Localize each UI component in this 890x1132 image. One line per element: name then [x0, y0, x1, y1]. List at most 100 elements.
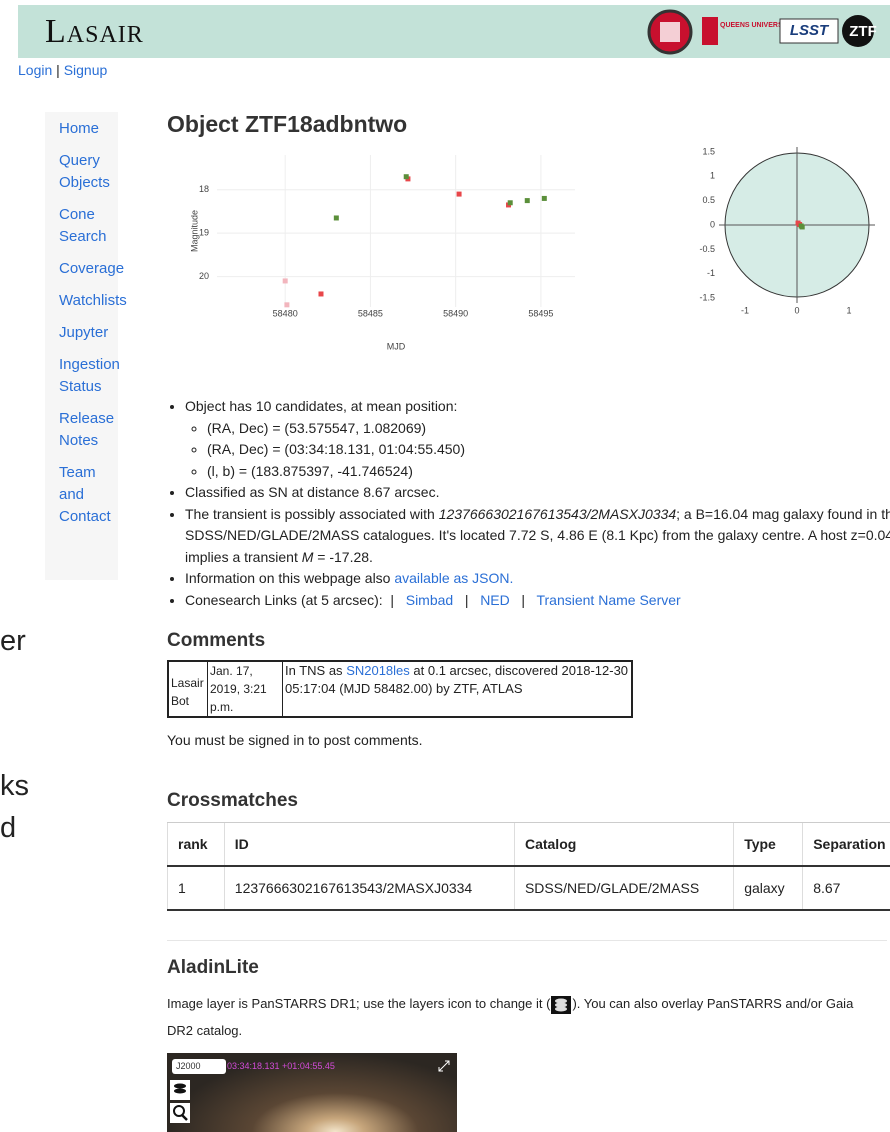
text: Conesearch Links (at 5 arcsec):	[185, 591, 383, 608]
separator: |	[521, 591, 526, 608]
y-tick-label: -1	[707, 268, 715, 278]
fullscreen[interactable]	[437, 1059, 451, 1073]
logo[interactable]: Lasair	[45, 13, 144, 50]
column-header: rank	[167, 822, 225, 867]
nav-link[interactable]: Query Objects	[59, 152, 110, 191]
aladin-tools	[170, 1080, 190, 1123]
column-header: Type	[733, 822, 803, 867]
x-tick-label: 58485	[358, 308, 383, 318]
login[interactable]: Login	[18, 62, 53, 78]
info-item: Information on this webpage also availab…	[185, 568, 890, 590]
nav-link[interactable]: Release Notes	[59, 410, 115, 449]
x-tick-label: 58490	[443, 308, 468, 318]
info-item: Conesearch Links (at 5 arcsec): | Simbad…	[185, 590, 890, 612]
crest	[660, 22, 680, 42]
object-title: Object ZTF18adbntwo	[167, 111, 408, 137]
comment-note: You must be signed in to post comments.	[167, 732, 423, 748]
y-tick-label: 0.5	[702, 195, 715, 205]
x-tick-label: 58480	[273, 308, 298, 318]
text: Information on this webpage also	[185, 570, 395, 586]
header-row: rank ID Catalog Type Separation	[167, 822, 890, 867]
signup[interactable]: Signup	[63, 62, 108, 78]
y-tick-label: 0	[710, 219, 715, 229]
fragment: ks	[0, 770, 29, 802]
nav-link[interactable]: Jupyter	[59, 324, 109, 341]
y-tick-label: -1.5	[699, 293, 715, 303]
crossmatch-table: rank ID Catalog Type Separation 1 123766630216…	[167, 822, 890, 911]
column-header: ID	[223, 822, 515, 867]
point	[282, 278, 288, 284]
separator: |	[56, 62, 60, 78]
lsst-logo: LSST	[790, 22, 830, 39]
y-tick-label: 20	[199, 271, 209, 281]
info-item: The transient is possibly associated wit…	[185, 504, 890, 569]
header: Lasair QUEENS UNIVERSITY BELFAST LSST ZT…	[18, 5, 890, 58]
cone-link[interactable]: Transient Name Server	[536, 591, 681, 608]
plots: 58480 58485 58490 58495 18 19 20 MJD Magnitude -1…	[189, 146, 875, 351]
point	[524, 198, 530, 204]
divider	[167, 940, 887, 941]
column-header: Catalog	[513, 822, 734, 867]
y-tick-label: 1	[710, 171, 715, 181]
point	[403, 174, 409, 180]
layers-icon	[551, 995, 572, 1014]
partner-logos: QUEENS UNIVERSITY BELFAST LSST ZTF	[647, 9, 877, 55]
point	[799, 224, 805, 230]
comment: In TNS as SN2018les at 0.1 arcsec, disco…	[282, 660, 633, 718]
info-item: Classified as SN at distance 8.67 arcsec…	[185, 482, 890, 504]
text: M	[301, 548, 314, 565]
comments-table: Lasair Bot Jan. 17, 2019, 3:21 p.m. In T…	[167, 660, 633, 718]
nav-link[interactable]: Home	[59, 120, 100, 137]
position: (RA, Dec) = (53.575547, 1.082069)	[207, 418, 890, 440]
qub-crest	[702, 17, 718, 45]
aladin-view: J2000 03:34:18.131 +01:04:55.45	[167, 1053, 457, 1132]
ztf-circle	[842, 15, 874, 47]
info-list: Object has 10 candidates, at mean positi…	[167, 396, 890, 611]
nav-link[interactable]: Team and Contact	[59, 464, 111, 525]
y-axis-label: Magnitude	[189, 210, 199, 252]
cone-link[interactable]: NED	[480, 591, 510, 608]
nav-link[interactable]: Ingestion Status	[59, 356, 120, 395]
separator: |	[390, 591, 395, 608]
column-header: Separation	[802, 822, 890, 867]
frame-select[interactable]: J2000	[172, 1059, 226, 1074]
json-link[interactable]: available as JSON.	[394, 570, 514, 586]
separator: |	[464, 591, 469, 608]
auth-links: Login | Signup	[18, 62, 107, 78]
text: In TNS as	[285, 663, 347, 678]
point	[318, 291, 324, 297]
lsst-box	[779, 18, 839, 44]
cone-link[interactable]: Simbad	[405, 591, 454, 608]
crossmatches-title: Crossmatches	[167, 790, 298, 811]
cell: 1	[167, 865, 225, 911]
author: Lasair Bot	[167, 660, 208, 718]
text: The transient is possibly associated wit…	[185, 505, 439, 522]
comments-title: Comments	[167, 630, 266, 651]
aladin-title: AladinLite	[167, 957, 259, 978]
x-tick-label: -1	[741, 305, 749, 315]
cell: 8.67	[802, 865, 890, 911]
y-tick-label: 18	[199, 184, 209, 194]
x-tick-label: 0	[794, 305, 799, 315]
text: Object has 10 candidates, at mean positi…	[185, 398, 458, 414]
nav-link[interactable]: Coverage	[59, 260, 125, 277]
nav-link[interactable]: Cone Search	[59, 206, 107, 245]
nav-link[interactable]: Watchlists	[59, 292, 127, 309]
point	[284, 302, 290, 308]
text: = -17.28.	[313, 548, 373, 565]
aladin-text: Image layer is PanSTARRS DR1; use the la…	[167, 990, 867, 1044]
sidebar: Home Query Objects Cone Search Coverage Watc…	[45, 112, 127, 580]
text: ). You can also overlay PanSTARRS and/or…	[167, 996, 854, 1038]
fragment: er	[0, 625, 26, 657]
point	[456, 191, 462, 197]
positions: (RA, Dec) = (53.575547, 1.082069) (RA, D…	[185, 418, 890, 483]
x-tick-label: 58495	[528, 308, 553, 318]
cell: SDSS/NED/GLADE/2MASS	[513, 865, 734, 911]
text: ; a B=16.04 mag galaxy found in the SDSS…	[185, 505, 890, 565]
galaxy-id: 1237666302167613543/2MASXJ0334	[438, 505, 677, 522]
tns-link[interactable]: SN2018les	[346, 663, 410, 678]
info-item: Object has 10 candidates, at mean positi…	[185, 396, 890, 482]
text: Image layer is PanSTARRS DR1; use the la…	[167, 996, 551, 1011]
position: (l, b) = (183.875397, -41.746524)	[207, 461, 890, 483]
y-tick-label: -0.5	[699, 244, 715, 254]
